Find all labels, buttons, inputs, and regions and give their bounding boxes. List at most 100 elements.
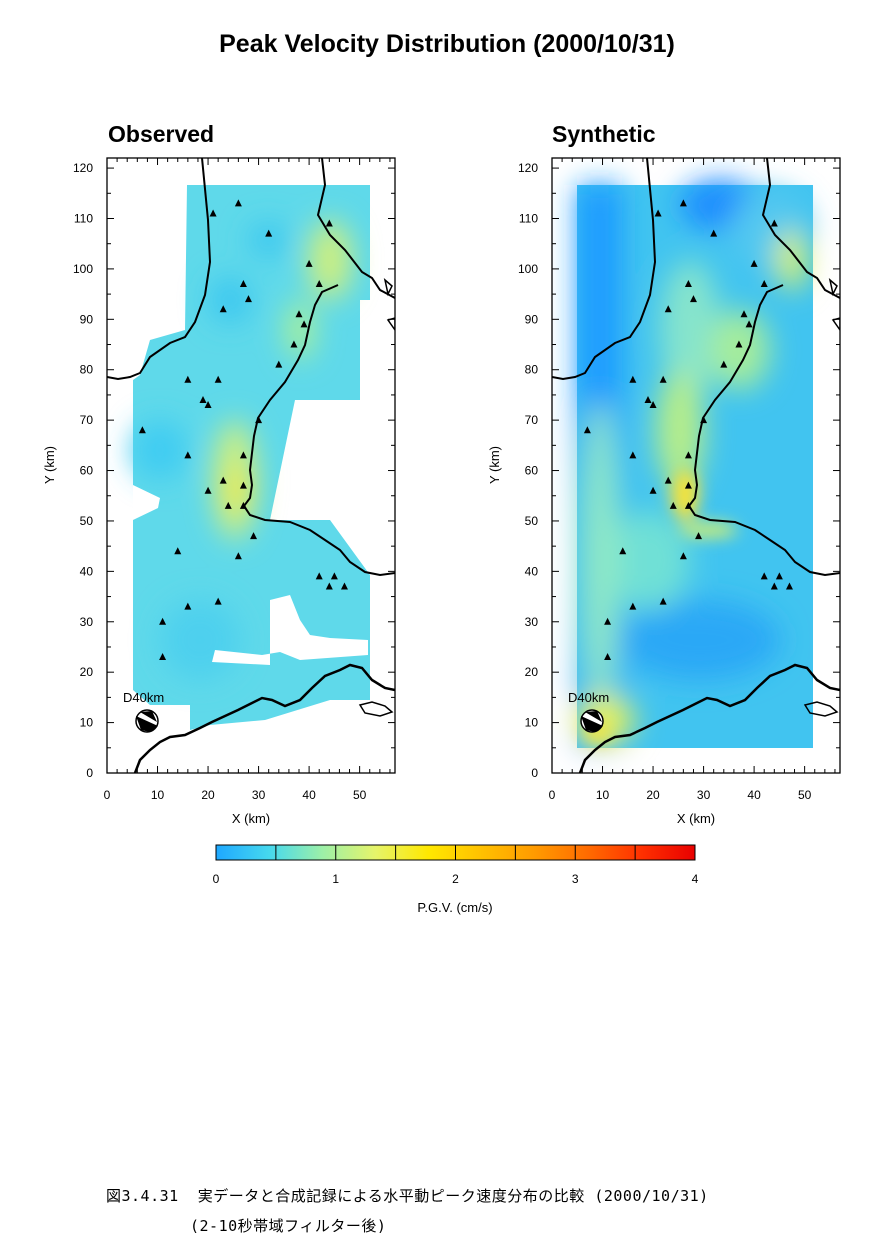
station-marker: [159, 653, 167, 661]
colorbar-tick-label: 1: [332, 872, 339, 886]
observed-y-tick-label: 120: [73, 161, 93, 175]
synthetic-pgv-field: [552, 158, 840, 773]
observed-y-tick-label: 90: [80, 312, 94, 326]
synthetic-y-tick-label: 60: [525, 464, 539, 478]
synthetic-y-tick-label: 30: [525, 615, 539, 629]
synthetic-y-tick-label: 90: [525, 312, 539, 326]
station-marker: [684, 481, 692, 489]
station-marker: [659, 597, 667, 605]
observed-y-tick-label: 80: [80, 363, 94, 377]
station-marker: [224, 501, 232, 509]
observed-x-axis-label: X (km): [232, 811, 270, 826]
synthetic-stations: [583, 199, 793, 661]
station-marker: [720, 360, 728, 368]
synthetic-coastline-west: [552, 158, 657, 381]
station-marker: [159, 617, 167, 625]
observed-x-tick-label: 20: [201, 788, 215, 802]
synthetic-x-tick-label: 30: [697, 788, 711, 802]
station-marker: [700, 416, 708, 424]
station-marker: [184, 375, 192, 383]
observed-y-tick-label: 50: [80, 514, 94, 528]
station-marker: [239, 481, 247, 489]
colorbar-tick-label: 4: [692, 872, 699, 886]
station-marker: [305, 259, 313, 267]
synthetic-source-label: D40km: [568, 690, 609, 705]
station-marker: [664, 476, 672, 484]
station-marker: [244, 295, 252, 303]
station-marker: [325, 582, 333, 590]
station-marker: [315, 280, 323, 288]
colorbar-tick-label: 0: [213, 872, 220, 886]
station-marker: [204, 486, 212, 494]
station-marker: [239, 501, 247, 509]
synthetic-x-axis-label: X (km): [677, 811, 715, 826]
synthetic-y-tick-label: 50: [525, 514, 539, 528]
station-marker: [234, 199, 242, 207]
synthetic-axis-ticks: 0 10 20 30 40 50 0 10 20 30 40 50 60 70 80 90 100 110 120: [518, 158, 840, 802]
observed-x-tick-label: 0: [104, 788, 111, 802]
observed-plot-frame: [106, 157, 396, 774]
synthetic-y-tick-label: 120: [518, 161, 538, 175]
synthetic-coastline-bay: [761, 158, 840, 299]
station-marker: [760, 572, 768, 580]
observed-stations: [138, 199, 348, 661]
synthetic-y-axis-label: Y (km): [487, 446, 502, 484]
observed-x-tick-label: 40: [302, 788, 316, 802]
observed-y-tick-label: 0: [86, 766, 93, 780]
observed-x-tick-label: 30: [252, 788, 266, 802]
station-marker: [679, 552, 687, 560]
station-marker: [654, 209, 662, 217]
station-marker: [664, 305, 672, 313]
station-marker: [315, 572, 323, 580]
station-marker: [770, 582, 778, 590]
station-marker: [214, 375, 222, 383]
observed-y-tick-label: 70: [80, 413, 94, 427]
observed-source-label: D40km: [123, 690, 164, 705]
station-marker: [684, 280, 692, 288]
station-marker: [234, 552, 242, 560]
observed-pgv-field: [107, 158, 395, 773]
synthetic-y-tick-label: 70: [525, 413, 539, 427]
observed-coastline-west: [107, 158, 212, 381]
station-marker: [239, 451, 247, 459]
station-marker: [275, 360, 283, 368]
station-marker: [659, 375, 667, 383]
observed-coastline-bay: [316, 158, 395, 299]
observed-coastline-east: [242, 284, 395, 577]
station-marker: [770, 219, 778, 227]
observed-y-tick-label: 30: [80, 615, 94, 629]
synthetic-coastline-east: [687, 284, 840, 577]
observed-y-tick-label: 40: [80, 564, 94, 578]
station-marker: [239, 280, 247, 288]
synthetic-map-panel: 0 10 20 30 40 500102030405060708090100110120 …: [487, 157, 841, 826]
station-marker: [619, 547, 627, 555]
station-marker: [684, 501, 692, 509]
observed-y-tick-label: 100: [73, 262, 93, 276]
observed-coastline-south: [133, 663, 395, 773]
station-marker: [649, 401, 657, 409]
synthetic-y-tick-label: 40: [525, 564, 539, 578]
synthetic-y-tick-label: 0: [531, 766, 538, 780]
station-marker: [649, 486, 657, 494]
caption-line-1: 図3.4.31 実データと合成記録による水平動ピーク速度分布の比較 (2000/…: [106, 1187, 709, 1205]
station-marker: [740, 310, 748, 318]
station-marker: [735, 340, 743, 348]
synthetic-focal-mechanism-icon: [580, 709, 604, 733]
station-marker: [583, 426, 591, 434]
station-marker: [330, 572, 338, 580]
station-marker: [689, 295, 697, 303]
station-marker: [745, 320, 753, 328]
station-marker: [219, 476, 227, 484]
station-marker: [290, 340, 298, 348]
observed-focal-mechanism-icon: [135, 709, 159, 733]
synthetic-x-tick-label: 40: [747, 788, 761, 802]
station-marker: [209, 209, 217, 217]
station-marker: [710, 229, 718, 237]
station-marker: [138, 426, 146, 434]
synthetic-y-tick-label: 100: [518, 262, 538, 276]
station-marker: [174, 547, 182, 555]
station-marker: [629, 602, 637, 610]
observed-x-tick-label: 10: [151, 788, 165, 802]
station-marker: [219, 305, 227, 313]
